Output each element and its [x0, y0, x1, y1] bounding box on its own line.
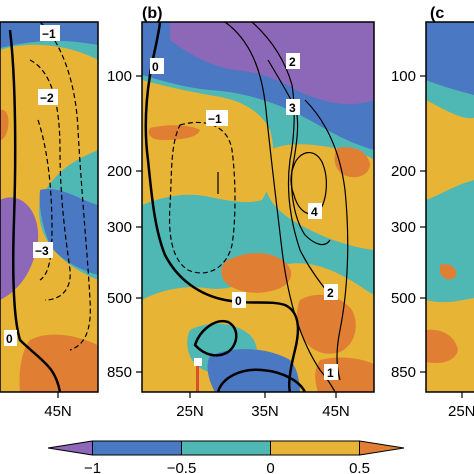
colorbar: −1 −0.5 0 0.5 [47, 440, 405, 474]
panel-b [142, 22, 374, 392]
colorbar-tick-label: 0.5 [349, 460, 370, 474]
panel-b-contour-labels: 0 −1 2 3 4 2 0 1 [150, 53, 338, 380]
panel-a-zero-contour [8, 29, 62, 392]
panel-a-contour-neg1 [39, 22, 91, 351]
y-tick-label: 500 [391, 290, 416, 307]
panel-c-y-axis: 100 200 300 500 850 [391, 68, 426, 381]
panel-b-zero-contour [144, 22, 300, 392]
panel-b-contour-label: 1 [327, 366, 334, 380]
panel-b-contour-1 [224, 22, 336, 392]
panel-a-frame [0, 21, 99, 393]
colorbar-segment [270, 440, 360, 456]
panel-b-contour-right [304, 99, 349, 381]
panel-c-orange-mid [440, 264, 457, 280]
colorbar-tick-label: 0 [266, 460, 274, 474]
panel-b-red-marker [196, 360, 199, 392]
y-tick-label: 200 [391, 163, 416, 180]
panel-a-contour-labels: −1 −2 −3 0 [4, 25, 60, 346]
panel-c-gold-mid [426, 100, 474, 200]
colorbar-tick-label: −1 [84, 460, 101, 474]
panel-b-contour-label: −1 [208, 112, 222, 126]
colorbar-segment [181, 440, 271, 456]
panel-a-contour-neg3 [37, 119, 53, 281]
panel-b-zero-contour-bottom [216, 368, 307, 392]
x-tick-label: 25N [448, 403, 474, 420]
panel-b-contour-label: 0 [152, 60, 159, 74]
panel-c-orange-lower [426, 329, 458, 364]
panel-c-frame [425, 21, 474, 393]
panel-b-orange-lower-right [297, 294, 356, 354]
panel-b-contour-label: 2 [327, 286, 334, 300]
panel-b-contour-label: 3 [289, 101, 296, 115]
panel-a-x-axis: 45N [44, 392, 72, 420]
panel-b-frame [141, 21, 375, 393]
y-tick-label: 100 [107, 68, 132, 85]
panel-b-gold-left [142, 80, 274, 205]
y-tick-label: 100 [391, 68, 416, 85]
y-tick-label: 850 [391, 364, 416, 381]
y-tick-label: 850 [107, 364, 132, 381]
x-tick-label: 25N [176, 403, 204, 420]
panel-a-purple-region [0, 197, 39, 300]
panel-b-contour-label: 2 [289, 55, 296, 69]
panel-a-contour-label: −3 [35, 244, 49, 258]
x-tick-label: 35N [251, 403, 279, 420]
panel-a-contour-label: −2 [40, 91, 54, 105]
panel-a-orange-left [0, 109, 9, 140]
colorbar-tick-label: −0.5 [167, 460, 197, 474]
panel-b-contour-2 [251, 22, 331, 296]
panel-b-purple-top [170, 22, 374, 105]
panel-c-label: (c [430, 5, 444, 22]
panel-a-gold-region [0, 44, 98, 392]
panel-b-label: (b) [142, 5, 162, 22]
panel-a-blue-lower [39, 188, 98, 275]
panel-c [426, 22, 474, 392]
colorbar-segment [92, 440, 182, 456]
panel-a [0, 22, 98, 392]
panel-a-contour-label: −1 [42, 27, 56, 41]
panel-b-orange-mid [221, 253, 292, 293]
y-tick-label: 500 [107, 290, 132, 307]
colorbar-segment [359, 440, 405, 456]
colorbar-segment [47, 440, 93, 456]
panel-b-contour-label: 4 [311, 205, 318, 219]
panel-b-contour-label: 0 [235, 294, 242, 308]
panel-b-y-axis: 100 200 300 500 850 [107, 68, 142, 381]
panel-a-contour-label: 0 [6, 332, 13, 346]
panel-c-x-axis: 25N [448, 392, 474, 420]
y-tick-label: 300 [107, 219, 132, 236]
panel-c-blue-top [426, 22, 474, 95]
panel-b-orange-blob-left [148, 125, 200, 140]
panel-b-zero-contour-inner [193, 319, 238, 357]
y-tick-label: 200 [107, 163, 132, 180]
panel-b-white-marker [194, 358, 202, 366]
x-tick-label: 45N [44, 403, 72, 420]
panel-a-contour-neg2 [29, 59, 71, 301]
panel-b-orange-blob-right [334, 147, 370, 178]
panel-b-contour-neg1 [168, 121, 236, 274]
panel-b-x-axis: 25N 35N 45N [176, 392, 350, 420]
y-tick-label: 300 [391, 219, 416, 236]
x-tick-label: 45N [322, 403, 350, 420]
panel-a-orange-region [19, 334, 98, 392]
